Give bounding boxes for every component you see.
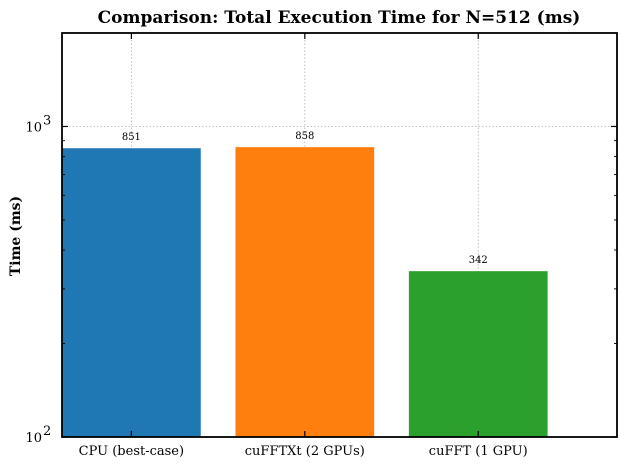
y-tick-label: 10	[25, 120, 42, 135]
bar	[408, 271, 548, 437]
bars	[62, 147, 548, 437]
data-label: 342	[469, 255, 488, 266]
chart-title: Comparison: Total Execution Time for N=5…	[98, 8, 581, 28]
y-tick-exponent: 2	[43, 424, 51, 439]
data-label: 851	[122, 132, 141, 143]
data-label: 858	[295, 131, 314, 142]
plot-frame	[61, 32, 618, 438]
axis-ticks: CPU (best-case) cuFFTXt (2 GPUs) cuFFT (1 …	[25, 33, 617, 459]
bar	[62, 148, 201, 437]
x-tick-label: cuFFTXt (2 GPUs)	[245, 444, 365, 459]
y-axis-label: Time (ms)	[8, 196, 24, 276]
x-tick-label: CPU (best-case)	[79, 444, 184, 459]
x-tick-label: cuFFT (1 GPU)	[429, 444, 528, 459]
bar	[235, 147, 375, 437]
data-labels: 851 858 342	[122, 131, 488, 266]
y-tick-label: 10	[25, 431, 42, 446]
y-tick-exponent: 3	[43, 113, 51, 128]
